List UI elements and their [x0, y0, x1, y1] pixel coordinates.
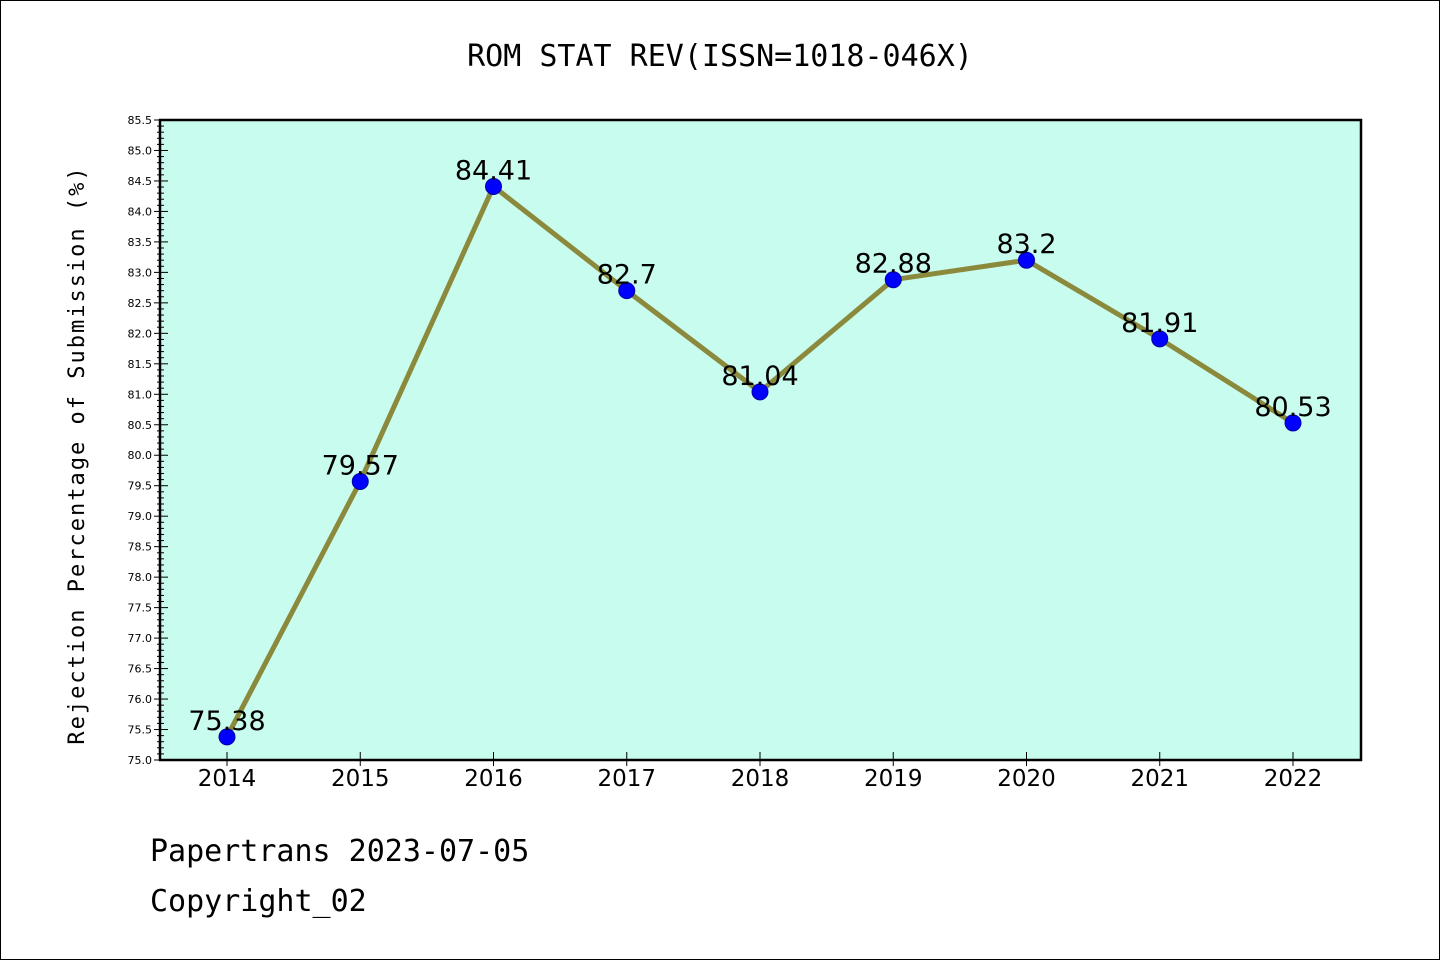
- x-tick-label: 2015: [331, 766, 390, 792]
- data-label: 82.7: [597, 260, 657, 291]
- y-tick-label: 83.0: [128, 266, 153, 279]
- y-tick-label: 80.0: [128, 449, 153, 462]
- data-point: [751, 383, 769, 401]
- data-label: 83.2: [996, 229, 1056, 260]
- y-axis-label: Rejection Percentage of Submission (%): [65, 165, 90, 744]
- y-tick-label: 80.5: [128, 419, 153, 432]
- data-label: 84.41: [455, 155, 532, 186]
- x-tick-label: 2014: [198, 766, 257, 792]
- y-tick-label: 76.5: [128, 663, 153, 676]
- x-tick-label: 2018: [731, 766, 790, 792]
- y-tick-label: 83.5: [128, 236, 153, 249]
- y-tick-label: 75.0: [128, 754, 153, 767]
- chart-title: ROM STAT REV(ISSN=1018-046X): [467, 39, 973, 74]
- x-tick-label: 2021: [1130, 766, 1189, 792]
- y-tick-label: 76.0: [128, 693, 153, 706]
- y-tick-label: 84.0: [128, 205, 153, 218]
- footer-copyright: Copyright_02: [150, 884, 367, 919]
- y-tick-label: 78.5: [128, 541, 153, 554]
- y-tick-label: 78.0: [128, 571, 153, 584]
- y-tick-label: 82.0: [128, 327, 153, 340]
- y-tick-label: 81.0: [128, 388, 153, 401]
- y-tick-label: 75.5: [128, 724, 153, 737]
- x-tick-label: 2020: [997, 766, 1056, 792]
- y-tick-label: 82.5: [128, 297, 153, 310]
- data-point: [218, 728, 236, 746]
- data-label: 80.53: [1254, 392, 1331, 423]
- data-point: [884, 271, 902, 289]
- y-tick-label: 81.5: [128, 358, 153, 371]
- x-tick-label: 2016: [464, 766, 523, 792]
- y-tick-label: 77.0: [128, 632, 153, 645]
- data-point: [351, 472, 369, 490]
- data-label: 75.38: [188, 706, 265, 737]
- y-tick-label: 79.5: [128, 480, 153, 493]
- x-tick-label: 2022: [1264, 766, 1323, 792]
- data-label: 79.57: [322, 450, 399, 481]
- data-point: [1284, 414, 1302, 432]
- plot-border: [158, 118, 1363, 762]
- data-label: 82.88: [855, 249, 932, 280]
- data-point: [485, 177, 502, 195]
- plot-area: [160, 120, 1361, 760]
- y-tick-label: 85.5: [128, 114, 153, 127]
- y-tick-label: 85.0: [128, 144, 153, 157]
- data-label: 81.91: [1121, 308, 1198, 339]
- footer-date: Papertrans 2023-07-05: [150, 834, 530, 869]
- y-tick-label: 84.5: [128, 175, 153, 188]
- y-tick-label: 79.0: [128, 510, 153, 523]
- y-tick-label: 77.5: [128, 602, 153, 615]
- data-point: [1151, 330, 1169, 348]
- data-point: [618, 282, 636, 300]
- x-tick-label: 2019: [864, 766, 923, 792]
- x-tick-label: 2017: [597, 766, 656, 792]
- data-point: [1018, 251, 1035, 269]
- data-label: 81.04: [721, 361, 798, 392]
